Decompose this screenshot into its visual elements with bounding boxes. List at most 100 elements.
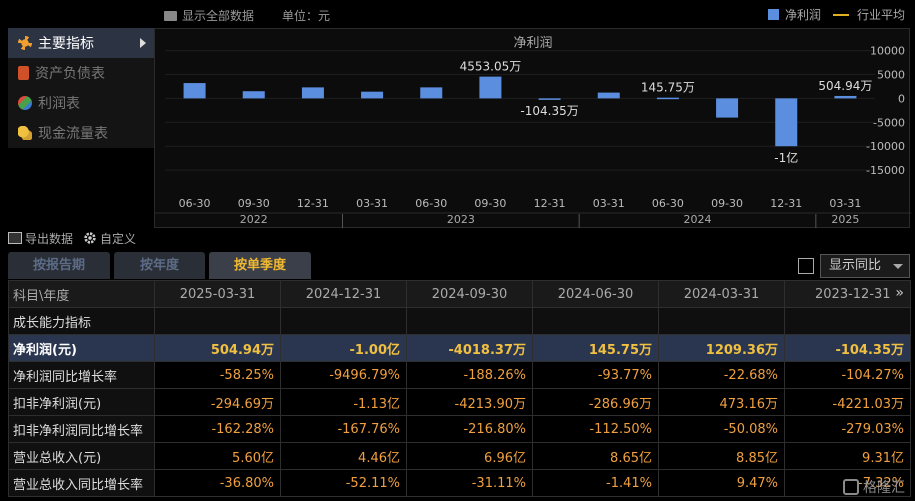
table-cell: -216.80% (406, 415, 533, 443)
x-tick-label: 03-31 (593, 197, 625, 210)
table-cell-empty (532, 307, 659, 335)
data-label: -104.35万 (520, 104, 578, 118)
table-row[interactable]: 净利润同比增长率 -58.25% -9496.79% -188.26% -93.77% -… (8, 361, 911, 389)
top-toolbar: 显示全部数据 单位：元 净利润 行业平均 (0, 0, 915, 28)
sidebar-item-main-indicators[interactable]: 主要指标 (8, 28, 154, 58)
sidebar-item-income-statement[interactable]: 利润表 (8, 88, 154, 118)
y-tick-label: -5000 (873, 116, 905, 129)
tools-row: 导出数据 自定义 (8, 228, 136, 248)
legend-net-profit[interactable]: 净利润 (784, 8, 821, 22)
show-all-label: 显示全部数据 (182, 9, 255, 23)
table-cell: -9496.79% (280, 361, 407, 389)
logo-icon (843, 479, 859, 495)
legend-industry-avg[interactable]: 行业平均 (856, 8, 905, 22)
data-label: 145.75万 (641, 81, 695, 95)
year-label: 2023 (447, 213, 475, 226)
table-cell: -1.13亿 (280, 388, 407, 416)
row-label: 营业总收入同比增长率 (8, 469, 155, 497)
table-section-row: 成长能力指标 (8, 307, 911, 335)
table-cell: 473.16万 (658, 388, 785, 416)
watermark: 格隆汇 (843, 477, 905, 497)
chart-bar (597, 92, 620, 99)
table-cell: -104.27% (784, 361, 911, 389)
x-tick-label: 06-30 (415, 197, 447, 210)
chart-bar (834, 95, 857, 99)
table-cell: 145.75万 (532, 334, 659, 362)
table-cell: -52.11% (280, 469, 407, 497)
row-label: 营业总收入(元) (8, 442, 155, 470)
tab-by-quarter[interactable]: 按单季度 (209, 252, 311, 279)
table-cell-empty (280, 307, 407, 335)
x-tick-label: 06-30 (652, 197, 684, 210)
table-cell: -279.03% (784, 415, 911, 443)
chart-bar (301, 87, 324, 99)
table-cell: -167.76% (280, 415, 407, 443)
next-columns-icon[interactable]: » (895, 285, 904, 301)
chart-svg: 10000 5000 0 -5000 -10000 -15000 净利润 06-30 09-30… (155, 36, 911, 228)
chart-title: 净利润 (513, 36, 552, 51)
tab-by-report-period[interactable]: 按报告期 (8, 252, 110, 279)
show-yoy-select[interactable]: 显示同比 (820, 254, 910, 278)
table-cell: 5.60亿 (154, 442, 281, 470)
table-cell: 504.94万 (154, 334, 281, 362)
x-tick-label: 03-31 (356, 197, 388, 210)
table-cell-empty (658, 307, 785, 335)
show-all-data-button[interactable]: 显示全部数据 (164, 7, 254, 24)
column-header[interactable]: 2025-03-31 (154, 280, 281, 308)
table-row[interactable]: 净利润(元) 504.94万 -1.00亿 -4018.37万 145.75万 1209.… (8, 334, 911, 362)
watermark-text: 格隆汇 (863, 480, 905, 496)
data-label: -1亿 (774, 150, 798, 165)
x-tick-label: 09-30 (238, 197, 270, 210)
table-row[interactable]: 营业总收入(元) 5.60亿 4.46亿 6.96亿 8.65亿 8.85亿 9.31亿 (8, 442, 911, 470)
chart-bar (242, 91, 265, 99)
row-label: 净利润同比增长率 (8, 361, 155, 389)
column-header[interactable]: 2024-06-30 (532, 280, 659, 308)
sidebar-item-balance-sheet[interactable]: 资产负债表 (8, 58, 154, 88)
asterisk-icon (18, 36, 32, 50)
table-header-row: 科目\年度 2025-03-31 2024-12-31 2024-09-30 2… (8, 280, 911, 308)
table-cell: -188.26% (406, 361, 533, 389)
table-cell: -104.35万 (784, 334, 911, 362)
table-cell: -93.77% (532, 361, 659, 389)
unit-label: 单位：元 (282, 9, 331, 23)
customize-button[interactable]: 自定义 (83, 230, 136, 247)
chart-bar (538, 98, 561, 100)
table-cell: -4018.37万 (406, 334, 533, 362)
sidebar-item-cash-flow[interactable]: 现金流量表 (8, 118, 154, 148)
x-tick-label: 12-31 (534, 197, 566, 210)
y-tick-label: 0 (898, 92, 905, 105)
table-cell: -1.00亿 (280, 334, 407, 362)
yoy-checkbox[interactable] (798, 258, 814, 274)
table-cell: -50.08% (658, 415, 785, 443)
column-header[interactable]: 2024-03-31 (658, 280, 785, 308)
export-icon (8, 232, 22, 244)
table-cell-empty (406, 307, 533, 335)
customize-label: 自定义 (100, 231, 137, 246)
row-label: 扣非净利润同比增长率 (8, 415, 155, 443)
table-cell: 6.96亿 (406, 442, 533, 470)
column-header-last[interactable]: 2023-12-31 » (784, 280, 911, 308)
chart-bar (656, 97, 679, 100)
table-cell: -1.41% (532, 469, 659, 497)
chevron-right-icon (140, 38, 146, 48)
table-cell: -22.68% (658, 361, 785, 389)
chart-bar (479, 76, 502, 99)
table-cell: -58.25% (154, 361, 281, 389)
show-yoy-label: 显示同比 (829, 258, 882, 273)
table-cell: 8.85亿 (658, 442, 785, 470)
chart-bar (361, 91, 384, 99)
column-header[interactable]: 2024-12-31 (280, 280, 407, 308)
table-cell-empty (784, 307, 911, 335)
table-row[interactable]: 营业总收入同比增长率 -36.80% -52.11% -31.11% -1.41% 9.4… (8, 469, 911, 497)
row-label: 净利润(元) (8, 334, 155, 362)
table-cell: -36.80% (154, 469, 281, 497)
x-tick-label: 12-31 (297, 197, 329, 210)
tab-by-year[interactable]: 按年度 (114, 252, 205, 279)
column-header[interactable]: 2024-09-30 (406, 280, 533, 308)
table-row[interactable]: 扣非净利润同比增长率 -162.28% -167.76% -216.80% -112.5… (8, 415, 911, 443)
table-row[interactable]: 扣非净利润(元) -294.69万 -1.13亿 -4213.90万 -286.96万 4… (8, 388, 911, 416)
table-cell: -31.11% (406, 469, 533, 497)
data-label: 504.94万 (818, 79, 872, 93)
export-data-button[interactable]: 导出数据 (8, 230, 73, 247)
row-label: 扣非净利润(元) (8, 388, 155, 416)
